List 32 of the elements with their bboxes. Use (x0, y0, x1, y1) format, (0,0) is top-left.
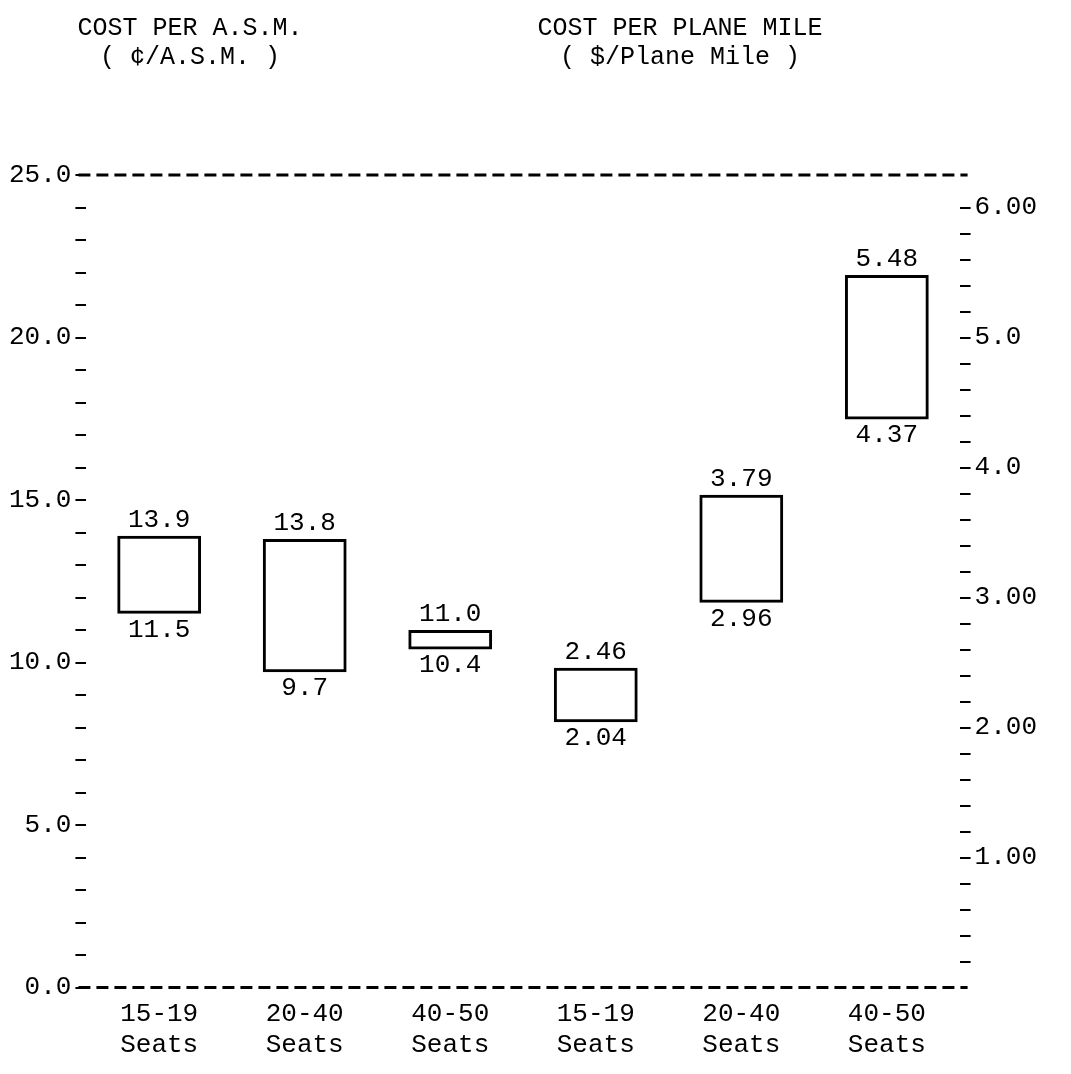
y-tick-label: 15.0 (8, 484, 72, 515)
x-tick-label: 15-19 Seats (120, 999, 199, 1061)
y-tick-label: 0.0 (24, 972, 72, 1003)
annotation: 5.48 (855, 244, 919, 274)
annotation: 2.46 (564, 636, 627, 667)
y-axis-title: COST PER A.S.M. ( ¢/A.S.M. ) (76, 14, 304, 72)
x-tick-label: 15-19 Seats (556, 999, 635, 1061)
y2-tick-label: 6.00 (974, 192, 1038, 223)
y2-tick-label: 3.00 (974, 582, 1038, 613)
x-tick-label: 20-40 Seats (265, 999, 344, 1061)
y2-tick-label: 1.00 (974, 842, 1038, 873)
x-tick-label: 40-50 Seats (847, 999, 926, 1061)
y-tick-label: 5.0 (24, 809, 72, 840)
x-tick-label: 20-40 Seats (702, 999, 781, 1061)
annotation: 2.04 (564, 723, 627, 754)
annotation: 11.0 (419, 598, 482, 629)
annotation: 11.5 (127, 614, 191, 645)
y-tick-label: 10.0 (8, 647, 72, 678)
annotation: 4.37 (855, 420, 919, 451)
y-tick-label: 25.0 (8, 159, 72, 190)
annotation: 13.8 (273, 507, 336, 538)
annotation: 2.96 (710, 603, 773, 634)
y2-tick-label: 4.0 (974, 452, 1022, 483)
x-tick-label: 40-50 Seats (411, 999, 490, 1061)
y2-tick-label: 2.00 (974, 712, 1038, 743)
y2-tick-label: 5.0 (974, 322, 1022, 353)
annotation: 9.7 (281, 673, 329, 704)
y-tick-label: 20.0 (8, 322, 72, 353)
y2-axis-title: COST PER PLANE MILE ( $/Plane Mile ) (536, 14, 824, 72)
annotation: 10.4 (419, 650, 482, 681)
annotation: 13.9 (127, 504, 191, 535)
annotation: 3.79 (710, 463, 773, 494)
